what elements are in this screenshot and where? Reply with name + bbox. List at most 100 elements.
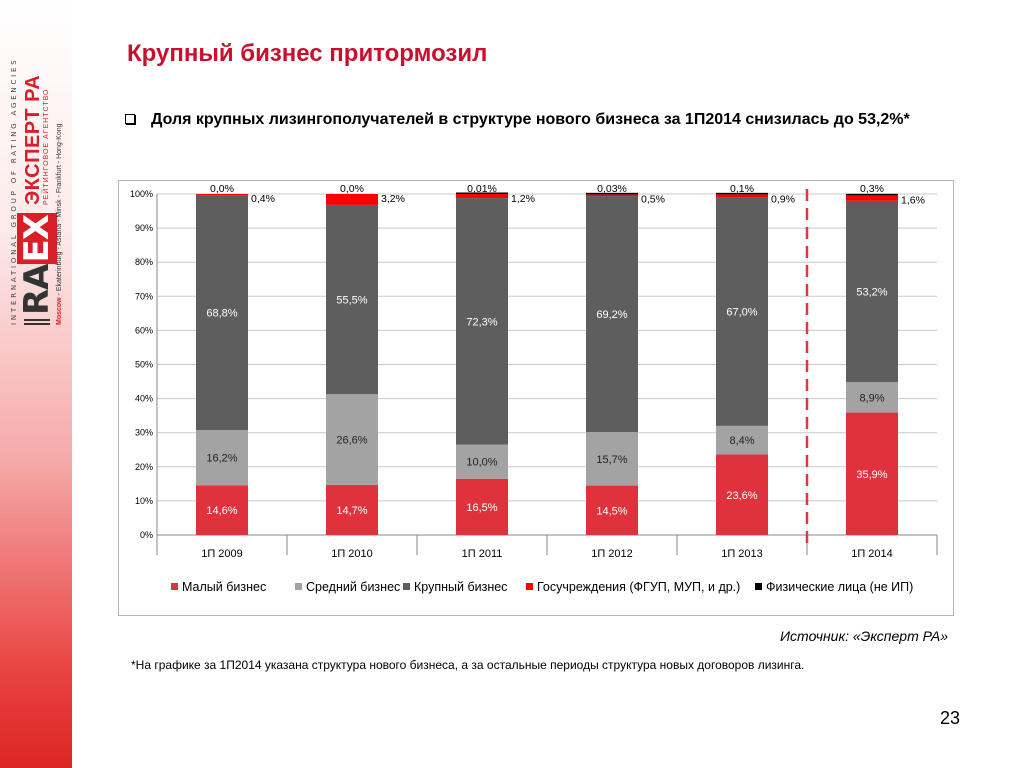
x-tick-label: 1П 2014 — [851, 548, 893, 560]
logo-city-moscow: Moscow — [55, 297, 63, 325]
data-label-individuals: 0,0% — [340, 183, 364, 195]
legend-swatch — [403, 583, 410, 590]
legend-swatch — [171, 583, 178, 590]
bar-segment — [846, 193, 898, 196]
slide-title: Крупный бизнес притормозил — [127, 40, 488, 67]
legend-label: Крупный бизнес — [414, 580, 507, 594]
logo-cities-rest: - Ekaterinburg - Astana - Minsk - Frankf… — [55, 123, 63, 298]
data-label: 8,4% — [729, 435, 754, 447]
x-tick-label: 1П 2009 — [201, 548, 243, 560]
y-tick-label: 50% — [135, 360, 153, 370]
bullet-text: Доля крупных лизингополучателей в структ… — [151, 111, 910, 128]
data-label-gov: 0,9% — [771, 193, 795, 205]
side-decor-band — [0, 0, 72, 768]
bar-segment — [586, 485, 638, 535]
bar-segment — [846, 195, 898, 201]
y-tick-label: 30% — [135, 428, 153, 438]
y-tick-label: 70% — [135, 291, 153, 301]
legend-label: Физические лица (не ИП) — [766, 580, 913, 594]
logo-brand-expert: ЭКСПЕРТ РА — [22, 74, 44, 206]
data-label: 15,7% — [596, 454, 627, 466]
logo-cities: Moscow - Ekaterinburg - Astana - Minsk -… — [56, 5, 63, 325]
bar-segment — [716, 454, 768, 535]
data-label-gov: 1,6% — [901, 194, 925, 206]
bar-segment — [716, 425, 768, 455]
bar-segment — [326, 484, 378, 535]
data-label: 55,5% — [336, 295, 367, 307]
logo-bars-icon — [23, 319, 50, 325]
checkbox-bullet-icon — [125, 114, 135, 124]
y-tick-label: 10% — [135, 496, 153, 506]
data-label: 72,3% — [466, 316, 497, 328]
y-tick-label: 20% — [135, 462, 153, 472]
y-tick-label: 60% — [135, 325, 153, 335]
footnote: *На графике за 1П2014 указана структура … — [131, 658, 805, 672]
bar-segment — [326, 194, 378, 205]
data-label-gov: 1,2% — [511, 193, 535, 205]
data-label-gov: 3,2% — [381, 193, 405, 205]
y-tick-label: 100% — [130, 189, 153, 199]
legend-label: Средний бизнес — [306, 580, 400, 594]
data-label: 23,6% — [726, 490, 757, 502]
bar-segment — [196, 194, 248, 196]
y-tick-label: 80% — [135, 257, 153, 267]
logo-brand-sub: РЕЙТИНГОВОЕ АГЕНТСТВО — [43, 88, 50, 206]
logo-brand-ra: RA — [16, 264, 57, 316]
legend-label: Госучреждения (ФГУП, МУП, и др.) — [537, 580, 740, 594]
data-label-individuals: 0,3% — [860, 183, 884, 195]
bar-segment — [456, 478, 508, 535]
data-label: 53,2% — [856, 287, 887, 299]
x-tick-label: 1П 2012 — [591, 548, 633, 560]
bullet-point: Доля крупных лизингополучателей в структ… — [125, 108, 953, 132]
data-label: 14,7% — [336, 505, 367, 517]
x-tick-label: 1П 2013 — [721, 548, 763, 560]
data-label-individuals: 0,0% — [210, 183, 234, 195]
x-tick-label: 1П 2010 — [331, 548, 373, 560]
bar-segment — [586, 432, 638, 486]
bar-segment — [586, 192, 638, 195]
bar-segment — [456, 444, 508, 479]
data-label: 16,5% — [466, 502, 497, 514]
bar-segment — [716, 192, 768, 195]
page-number: 23 — [939, 708, 960, 728]
data-label: 14,6% — [206, 505, 237, 517]
bar-segment — [846, 412, 898, 535]
bar-segment — [456, 192, 508, 194]
y-tick-label: 90% — [135, 223, 153, 233]
bar-segment — [586, 196, 638, 433]
bar-segment — [196, 485, 248, 535]
data-label-individuals: 0,03% — [597, 183, 627, 195]
bar-segment — [456, 194, 508, 199]
y-tick-label: 40% — [135, 394, 153, 404]
bar-segment — [716, 194, 768, 198]
data-label: 67,0% — [726, 307, 757, 319]
data-label: 35,9% — [856, 469, 887, 481]
legend-label: Малый бизнес — [182, 580, 266, 594]
stacked-bar-chart: 0% 10% 20% 30% 40% 50% 60% 70% 80% 90% 100% 14,6% 16… — [130, 183, 938, 594]
data-label: 10,0% — [466, 457, 497, 469]
data-label: 69,2% — [596, 309, 627, 321]
x-tick-label: 1П 2011 — [462, 548, 503, 560]
legend-swatch — [526, 583, 533, 590]
data-label-individuals: 0,01% — [467, 183, 497, 195]
data-label-gov: 0,5% — [641, 193, 665, 205]
chart-frame: 0% 10% 20% 30% 40% 50% 60% 70% 80% 90% 100% 14,6% 16… — [118, 180, 954, 616]
data-label: 8,9% — [859, 392, 884, 404]
bar-segment — [196, 195, 248, 430]
raex-logo: INTERNATIONAL GROUP OF RATING AGENCIES R… — [0, 0, 72, 330]
bar-segment — [716, 197, 768, 426]
y-tick-label: 0% — [140, 530, 153, 540]
data-label: 68,8% — [206, 308, 237, 320]
bar-segment — [586, 194, 638, 197]
data-label-gov: 0,4% — [251, 193, 275, 205]
bar-segment — [846, 382, 898, 413]
legend-swatch — [295, 583, 302, 590]
data-label-individuals: 0,1% — [730, 183, 754, 195]
bar-segment — [326, 204, 378, 395]
logo-brand-ex: EX — [16, 213, 57, 265]
legend-swatch — [755, 583, 762, 590]
data-label: 16,2% — [206, 453, 237, 465]
source-note: Источник: «Эксперт РА» — [780, 628, 948, 644]
bar-segment — [456, 198, 508, 445]
data-label: 26,6% — [336, 435, 367, 447]
